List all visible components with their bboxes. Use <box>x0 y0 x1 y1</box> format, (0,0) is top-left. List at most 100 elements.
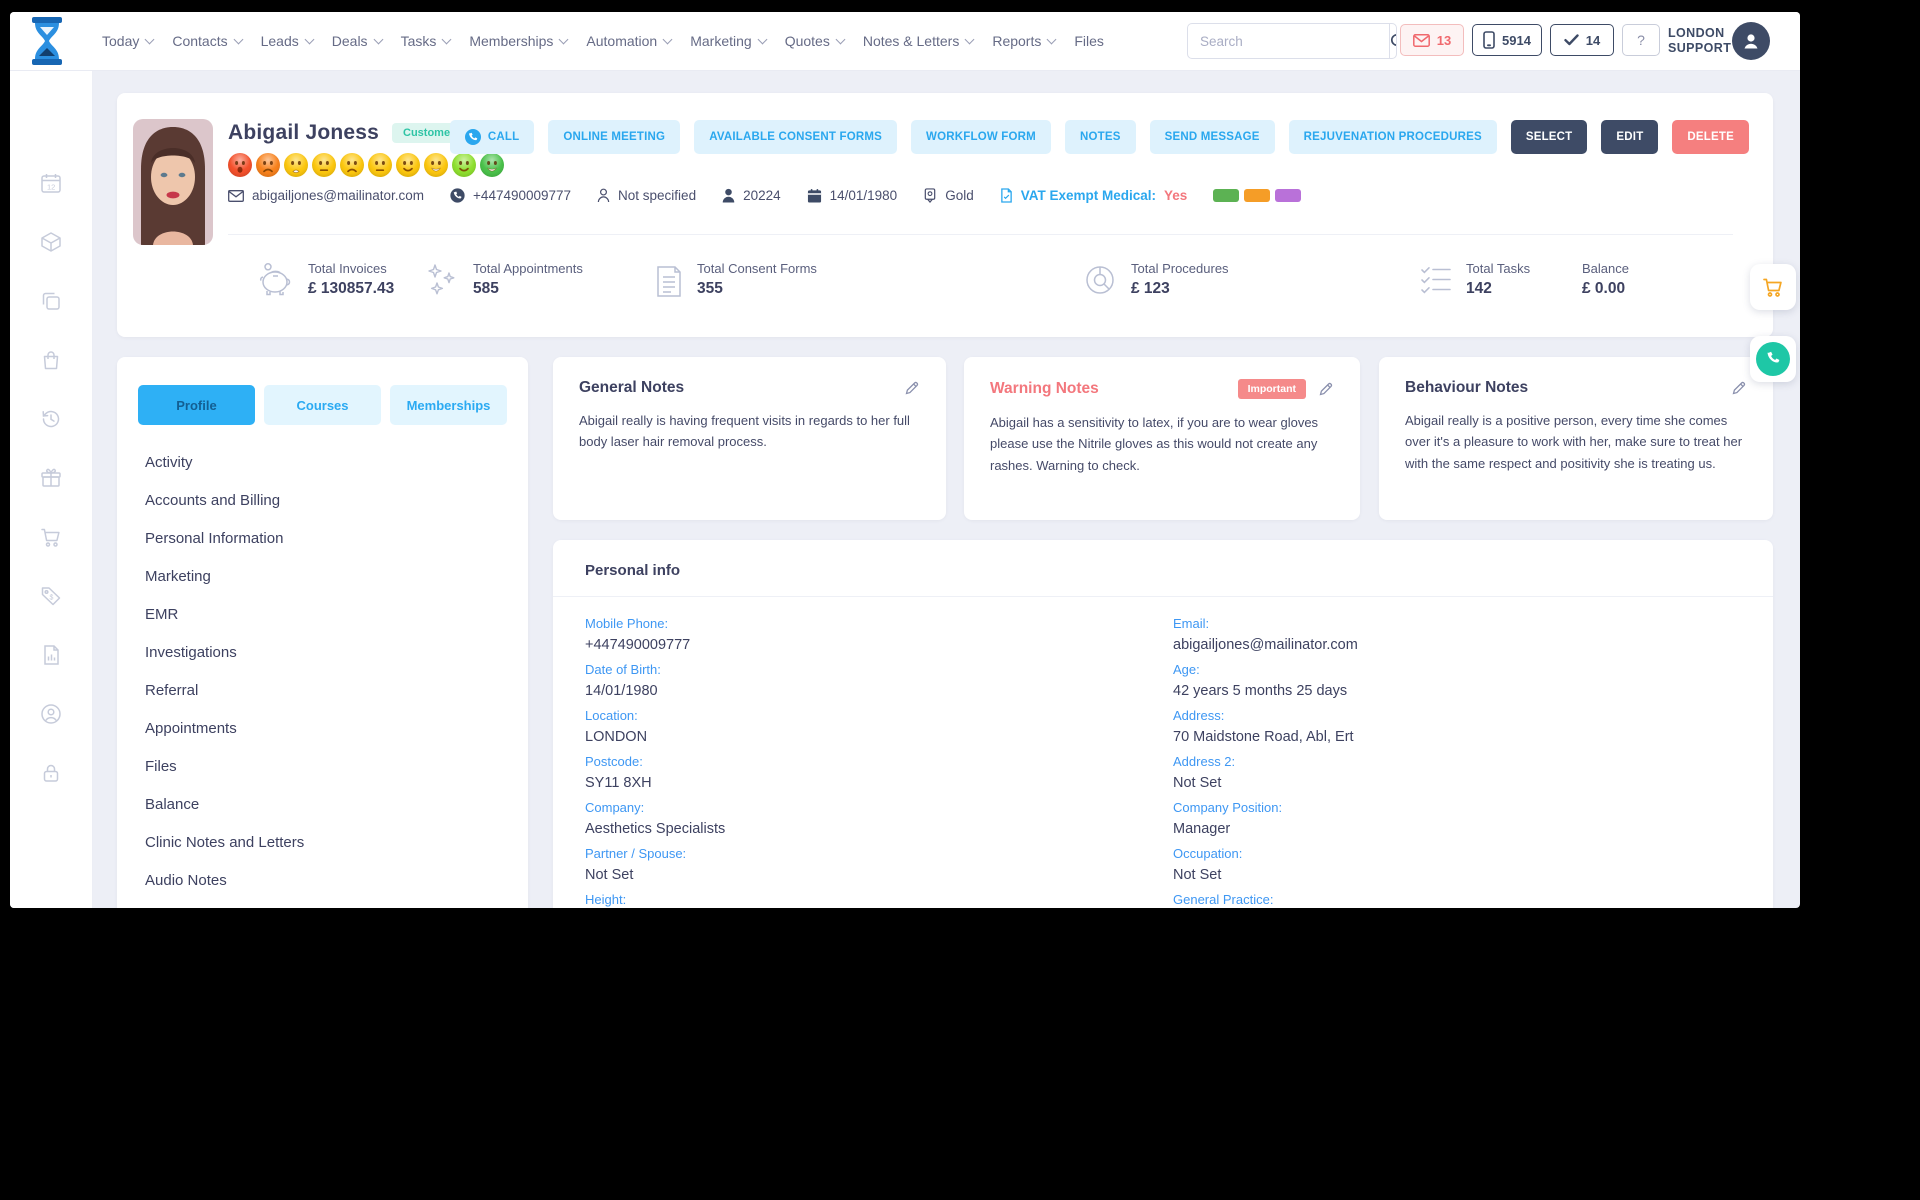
cart-icon[interactable] <box>39 525 63 549</box>
client-profile-card: Abigail Joness Customer abigailjones@mai… <box>117 93 1773 337</box>
shopping-cart-button[interactable] <box>1750 264 1796 310</box>
field-address-2: Address 2: Not Set <box>1173 754 1733 791</box>
tab-courses[interactable]: Courses <box>264 385 381 425</box>
delete-button[interactable]: DELETE <box>1672 120 1749 154</box>
edit-general-notes-icon[interactable] <box>904 380 920 396</box>
price-tag-icon[interactable]: $ <box>39 584 63 608</box>
consent-forms-button[interactable]: AVAILABLE CONSENT FORMS <box>694 120 898 154</box>
nav-item-deals[interactable]: Deals <box>332 33 384 49</box>
report-icon[interactable] <box>39 643 63 667</box>
shopping-bag-icon[interactable] <box>39 348 63 372</box>
client-id[interactable]: 20224 <box>722 188 781 203</box>
mood-emoji-icon[interactable] <box>228 153 252 177</box>
menu-item-referral[interactable]: Referral <box>145 681 199 699</box>
menu-item-marketing[interactable]: Marketing <box>145 567 211 585</box>
client-dob[interactable]: 14/01/1980 <box>807 188 897 203</box>
nav-item-memberships[interactable]: Memberships <box>469 33 569 49</box>
search-button[interactable] <box>1389 24 1396 58</box>
app-logo-icon[interactable] <box>26 17 68 65</box>
mood-emoji-icon[interactable] <box>256 153 280 177</box>
tasks-counter-button[interactable]: 14 <box>1550 24 1614 56</box>
mood-emoji-icon[interactable] <box>480 153 504 177</box>
send-message-button[interactable]: SEND MESSAGE <box>1149 120 1275 154</box>
user-avatar[interactable] <box>1732 22 1770 60</box>
menu-item-audio-notes[interactable]: Audio Notes <box>145 871 227 889</box>
menu-item-accounts-and-billing[interactable]: Accounts and Billing <box>145 491 281 509</box>
account-icon[interactable] <box>39 702 63 726</box>
copy-icon[interactable] <box>39 289 63 313</box>
online-meeting-button[interactable]: ONLINE MEETING <box>548 120 681 154</box>
nav-label: Quotes <box>784 33 830 49</box>
nav-item-files[interactable]: Files <box>1074 33 1104 49</box>
workflow-form-button[interactable]: WORKFLOW FORM <box>911 120 1051 154</box>
menu-item-clinic-notes-and-letters[interactable]: Clinic Notes and Letters <box>145 833 305 851</box>
menu-item-investigations[interactable]: Investigations <box>145 643 237 661</box>
edit-behaviour-notes-icon[interactable] <box>1731 380 1747 396</box>
field-value: abigailjones@mailinator.com <box>1173 637 1358 653</box>
piggy-bank-icon <box>259 262 291 295</box>
client-practitioner[interactable]: Not specified <box>597 188 696 203</box>
tab-memberships[interactable]: Memberships <box>390 385 507 425</box>
calendar-icon[interactable]: 12 <box>39 171 63 195</box>
menu-item-appointments[interactable]: Appointments <box>145 719 237 737</box>
client-tier[interactable]: Gold <box>923 188 974 203</box>
mood-emoji-icon[interactable] <box>284 153 308 177</box>
calls-counter-button[interactable]: 5914 <box>1472 24 1542 56</box>
messages-count: 13 <box>1436 32 1452 48</box>
edit-button[interactable]: EDIT <box>1601 120 1659 154</box>
messages-counter-button[interactable]: 13 <box>1400 24 1464 56</box>
nav-item-today[interactable]: Today <box>102 33 155 49</box>
tab-profile[interactable]: Profile <box>138 385 255 425</box>
mood-emoji-icon[interactable] <box>396 153 420 177</box>
notes-button[interactable]: NOTES <box>1064 120 1136 154</box>
mood-emoji-icon[interactable] <box>312 153 336 177</box>
nav-item-reports[interactable]: Reports <box>992 33 1057 49</box>
chevron-down-icon <box>1046 34 1057 44</box>
client-label-chip[interactable] <box>1244 189 1271 202</box>
nav-item-notes-letters[interactable]: Notes & Letters <box>863 33 975 49</box>
field-value: Not Set <box>1173 775 1222 791</box>
stat-label: Total Tasks <box>1466 261 1531 276</box>
whatsapp-call-button[interactable] <box>1750 336 1796 382</box>
rejuvenation-procedures-button[interactable]: REJUVENATION PROCEDURES <box>1288 120 1497 154</box>
person-filled-icon <box>722 188 735 203</box>
package-icon[interactable] <box>39 230 63 254</box>
menu-item-emr[interactable]: EMR <box>145 605 179 623</box>
client-email[interactable]: abigailjones@mailinator.com <box>228 188 424 203</box>
search-input[interactable] <box>1188 24 1389 58</box>
menu-item-personal-information[interactable]: Personal Information <box>145 529 284 547</box>
select-button[interactable]: SELECT <box>1510 120 1588 154</box>
mood-emoji-icon[interactable] <box>424 153 448 177</box>
field-value: Not Set <box>1173 867 1222 883</box>
help-button[interactable]: ? <box>1622 24 1660 56</box>
client-label-chip[interactable] <box>1275 189 1302 202</box>
call-button[interactable]: CALL <box>449 120 535 154</box>
nav-item-marketing[interactable]: Marketing <box>690 33 768 49</box>
client-label-chip[interactable] <box>1213 189 1240 202</box>
mood-emoji-icon[interactable] <box>368 153 392 177</box>
calendar-filled-icon <box>807 188 821 203</box>
nav-item-quotes[interactable]: Quotes <box>784 33 846 49</box>
mood-emoji-icon[interactable] <box>452 153 476 177</box>
stat-value: £ 0.00 <box>1582 280 1626 297</box>
nav-item-contacts[interactable]: Contacts <box>172 33 244 49</box>
lock-icon[interactable] <box>39 761 63 785</box>
mood-scale <box>228 153 504 177</box>
menu-item-activity[interactable]: Activity <box>145 453 193 471</box>
gift-icon[interactable] <box>39 466 63 490</box>
field-partner-spouse: Partner / Spouse: Not Set <box>585 846 1145 883</box>
top-navigation-bar: Today Contacts Leads Deals Tasks Members… <box>10 12 1800 71</box>
nav-item-leads[interactable]: Leads <box>261 33 315 49</box>
warning-notes-title: Warning Notes <box>990 380 1099 397</box>
edit-warning-notes-icon[interactable] <box>1318 381 1334 397</box>
client-phone[interactable]: +447490009777 <box>450 188 571 203</box>
general-notes-body: Abigail really is having frequent visits… <box>579 413 910 450</box>
history-icon[interactable] <box>39 407 63 431</box>
nav-label: Files <box>1074 33 1104 49</box>
menu-item-files[interactable]: Files <box>145 757 177 775</box>
client-vat-status[interactable]: VAT Exempt Medical: Yes <box>1000 188 1187 203</box>
nav-item-tasks[interactable]: Tasks <box>401 33 452 49</box>
mood-emoji-icon[interactable] <box>340 153 364 177</box>
nav-item-automation[interactable]: Automation <box>586 33 673 49</box>
menu-item-balance[interactable]: Balance <box>145 795 200 813</box>
